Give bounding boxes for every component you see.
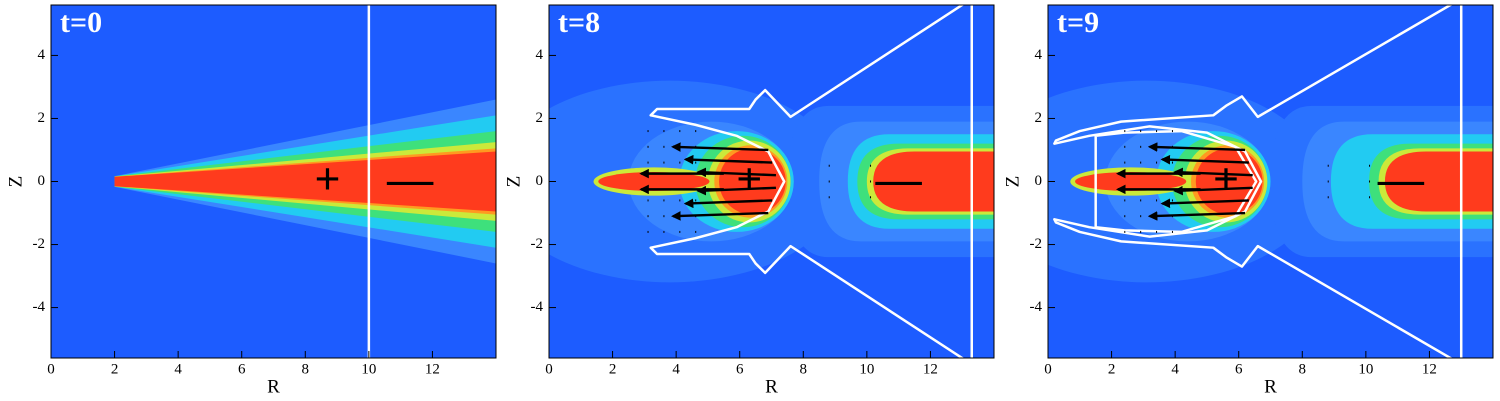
x-tick-label: 0 (1044, 361, 1052, 377)
x-tick-label: 2 (609, 361, 617, 377)
y-tick-label: -2 (1030, 236, 1043, 252)
contour-line (1094, 129, 1258, 234)
y-tick-label: 2 (1035, 110, 1043, 126)
annotation: — (1377, 153, 1425, 204)
x-tick-label: 6 (1235, 361, 1243, 377)
contour-band (1384, 151, 1493, 212)
y-tick-label: 4 (38, 47, 46, 63)
x-tick-label: 4 (672, 361, 680, 377)
contour-band (719, 148, 786, 215)
y-axis-label: Z (1002, 176, 1023, 188)
y-axis-label: Z (503, 176, 524, 188)
x-tick-label: 12 (425, 361, 440, 377)
x-tick-label: 8 (800, 361, 808, 377)
x-tick-label: 12 (923, 361, 938, 377)
x-axis-label: R (765, 376, 778, 397)
contour-band (598, 172, 710, 191)
contour-line (649, 5, 973, 358)
x-tick-label: 8 (302, 361, 310, 377)
panel-title: t=0 (60, 6, 102, 39)
contour-band (873, 151, 994, 212)
vector (1147, 142, 1246, 152)
field (51, 5, 496, 358)
x-tick-label: 6 (736, 361, 744, 377)
contour-band (114, 151, 496, 212)
annotation: — (875, 153, 923, 204)
x-tick-label: 4 (1171, 361, 1179, 377)
field (549, 5, 994, 358)
x-tick-label: 0 (47, 361, 55, 377)
y-tick-label: 4 (536, 47, 544, 63)
y-tick-label: -4 (531, 299, 544, 315)
vector (671, 142, 769, 152)
x-tick-label: 6 (238, 361, 246, 377)
y-axis-label: Z (5, 176, 26, 188)
x-axis-label: R (267, 376, 280, 397)
contour-line (1053, 5, 1463, 358)
panel-title: t=9 (1057, 6, 1099, 39)
y-tick-label: 0 (38, 173, 46, 189)
y-tick-label: 0 (1035, 173, 1043, 189)
vector (1160, 154, 1249, 165)
y-tick-label: 2 (536, 110, 544, 126)
y-tick-label: 2 (38, 110, 46, 126)
annotation: — (386, 153, 434, 204)
annotation: + (1213, 153, 1239, 204)
x-tick-label: 10 (859, 361, 874, 377)
annotation: + (736, 153, 762, 204)
y-tick-label: -4 (33, 299, 46, 315)
y-tick-label: -4 (1030, 299, 1043, 315)
y-tick-label: -2 (33, 236, 46, 252)
y-tick-label: -2 (531, 236, 544, 252)
contour-band (1075, 172, 1187, 191)
x-tick-label: 2 (1108, 361, 1116, 377)
x-tick-label: 10 (1358, 361, 1373, 377)
vector (683, 198, 773, 209)
x-tick-label: 10 (361, 361, 376, 377)
x-tick-label: 0 (545, 361, 553, 377)
vector (671, 211, 769, 221)
field (1048, 5, 1493, 358)
y-tick-label: 0 (536, 173, 544, 189)
panel-title: t=8 (558, 6, 600, 39)
vector (683, 154, 773, 165)
x-axis-label: R (1264, 376, 1277, 397)
vector (1160, 198, 1249, 209)
x-tick-label: 8 (1299, 361, 1307, 377)
x-tick-label: 4 (174, 361, 182, 377)
x-tick-label: 12 (1422, 361, 1437, 377)
annotation: + (314, 153, 340, 204)
x-tick-label: 2 (111, 361, 119, 377)
vector (1147, 211, 1246, 221)
y-tick-label: 4 (1035, 47, 1043, 63)
